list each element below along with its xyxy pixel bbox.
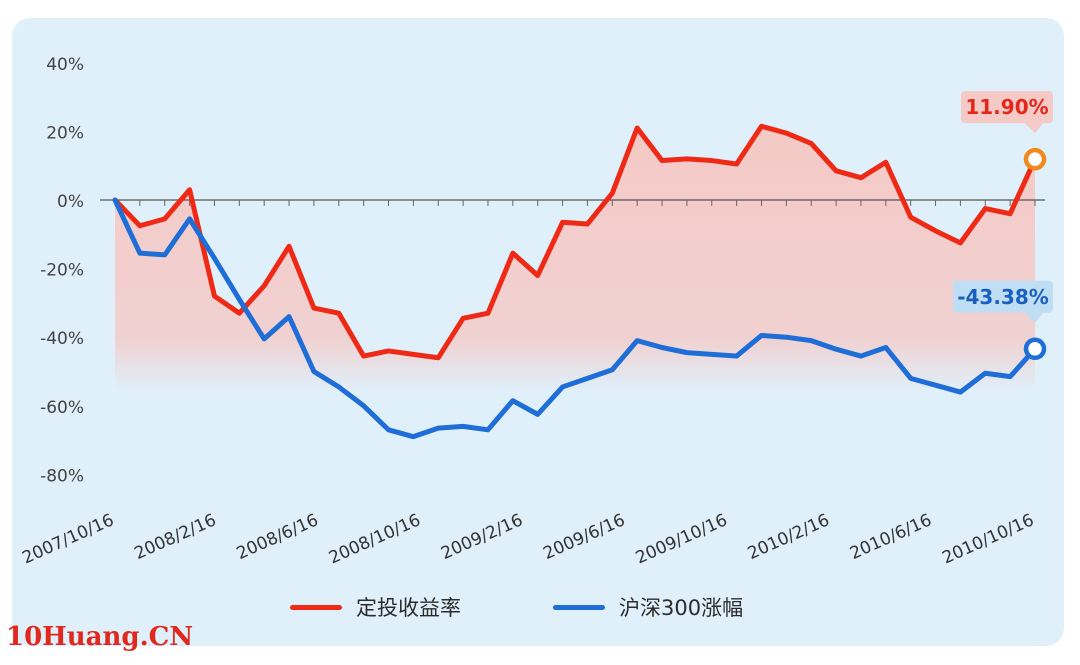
area-dingtou (115, 126, 1035, 393)
y-tick-label: 40% (46, 55, 84, 75)
legend-item-hs300: 沪深300涨幅 (553, 592, 743, 622)
legend-label-dingtou: 定投收益率 (356, 596, 461, 620)
line-hs300 (112, 197, 1038, 440)
x-tick-label: 2008/10/16 (326, 510, 424, 568)
legend: 定投收益率 沪深300涨幅 (0, 592, 1080, 622)
watermark: 10Huang.CN (6, 622, 194, 652)
x-tick-label: 2007/10/16 (19, 510, 117, 568)
x-tick-label: 2010/2/16 (745, 510, 833, 564)
callout-pointer (1025, 123, 1043, 134)
x-tick-label: 2009/6/16 (540, 510, 628, 564)
line-dingtou (112, 123, 1038, 361)
legend-swatch-red (290, 604, 342, 610)
y-tick-label: -60% (40, 398, 84, 418)
y-tick-label: 20% (46, 123, 84, 143)
callout-dingtou: 11.90% (961, 91, 1053, 134)
end-marker-hs300 (1023, 337, 1047, 361)
end-marker-dingtou (1023, 147, 1047, 171)
y-tick-label: -80% (40, 466, 84, 486)
callout-text: 11.90% (965, 95, 1048, 119)
x-tick-label: 2009/2/16 (438, 510, 526, 564)
y-tick-label: 0% (57, 192, 84, 212)
callout-pointer (1025, 312, 1043, 323)
callout-hs300: -43.38% (953, 280, 1053, 323)
legend-label-hs300: 沪深300涨幅 (619, 596, 744, 620)
legend-swatch-blue (553, 604, 605, 610)
x-tick-label: 2009/10/16 (633, 510, 731, 568)
x-tick-label: 2008/2/16 (131, 510, 219, 564)
callout-text: -43.38% (957, 285, 1049, 309)
y-tick-label: -40% (40, 329, 84, 349)
callout-box (953, 280, 1053, 313)
x-tick-label: 2010/10/16 (939, 510, 1037, 568)
y-tick-label: -20% (40, 261, 84, 281)
x-tick-label: 2008/6/16 (234, 510, 322, 564)
callout-box (961, 91, 1053, 124)
x-tick-label: 2010/6/16 (847, 510, 935, 564)
legend-item-dingtou: 定投收益率 (290, 592, 461, 622)
